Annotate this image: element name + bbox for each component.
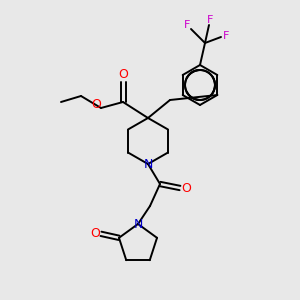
- Text: O: O: [90, 227, 100, 240]
- Text: N: N: [143, 158, 153, 170]
- Text: F: F: [223, 31, 229, 41]
- Text: F: F: [184, 20, 190, 30]
- Text: N: N: [133, 218, 143, 230]
- Text: O: O: [181, 182, 191, 194]
- Text: F: F: [207, 15, 213, 25]
- Text: O: O: [91, 98, 101, 112]
- Text: O: O: [118, 68, 128, 82]
